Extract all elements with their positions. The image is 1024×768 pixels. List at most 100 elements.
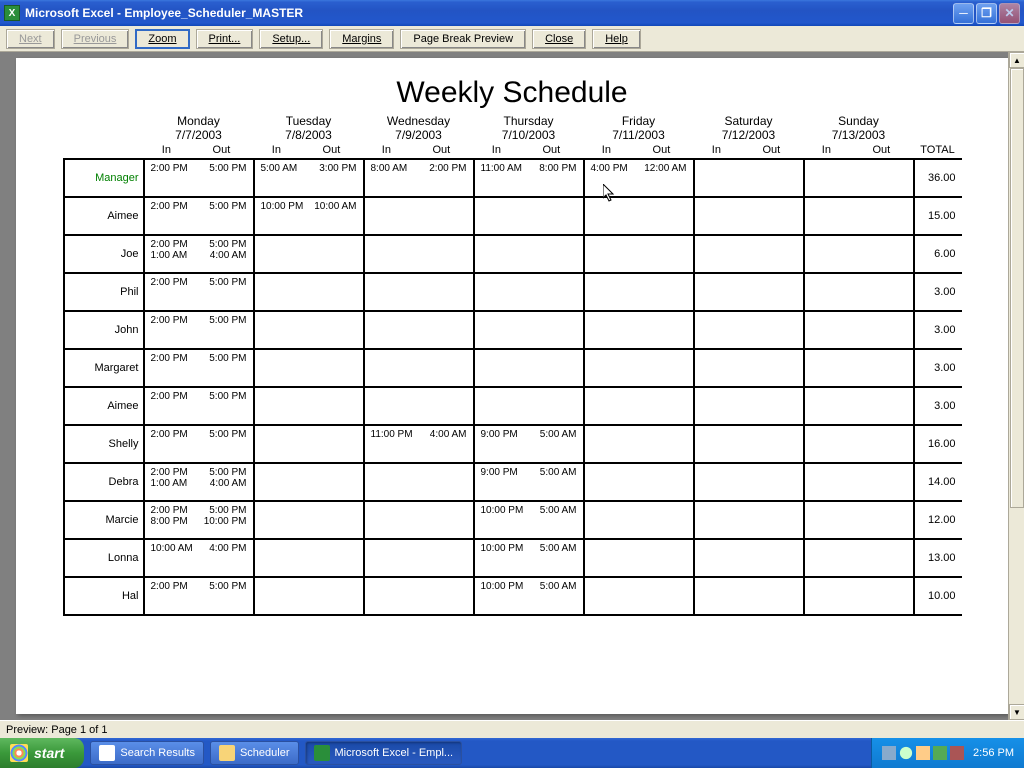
system-tray[interactable]: 2:56 PM: [871, 738, 1024, 768]
scroll-thumb-v[interactable]: [1010, 68, 1024, 508]
day-cell: [694, 577, 804, 615]
start-button[interactable]: start: [0, 738, 84, 768]
day-cell: [254, 387, 364, 425]
day-cell: [474, 235, 584, 273]
employee-name: John: [64, 311, 144, 349]
day-cell: [254, 311, 364, 349]
help-button[interactable]: Help: [592, 29, 641, 49]
day-cell: [254, 501, 364, 539]
tray-icon[interactable]: [916, 746, 930, 760]
out-label: Out: [519, 142, 583, 159]
shift-entry: 8:00 PM10:00 PM: [147, 516, 251, 527]
day-cell: [694, 159, 804, 197]
employee-row: Shelly2:00 PM5:00 PM11:00 PM4:00 AM9:00 …: [64, 425, 962, 463]
day-cell: 2:00 PM5:00 PM: [144, 387, 254, 425]
day-cell: [584, 235, 694, 273]
day-cell: [364, 501, 474, 539]
app-icon: [99, 745, 115, 761]
day-cell: 11:00 PM4:00 AM: [364, 425, 474, 463]
scroll-up-arrow[interactable]: ▲: [1009, 52, 1024, 68]
shift-entry: 2:00 PM5:00 PM: [147, 467, 251, 478]
total-cell: 13.00: [914, 539, 962, 577]
close-preview-button[interactable]: Close: [532, 29, 586, 49]
employee-name: Marcie: [64, 501, 144, 539]
in-label: In: [694, 142, 740, 159]
day-header: Thursday: [474, 112, 584, 128]
taskbar-item-label: Search Results: [120, 747, 195, 759]
vertical-scrollbar[interactable]: ▲ ▼: [1008, 52, 1024, 720]
scroll-down-arrow[interactable]: ▼: [1009, 704, 1024, 720]
page-preview[interactable]: Weekly Schedule MondayTuesdayWednesdayTh…: [16, 58, 1008, 714]
day-cell: 10:00 PM10:00 AM: [254, 197, 364, 235]
next-button[interactable]: Next: [6, 29, 55, 49]
print-button[interactable]: Print...: [196, 29, 254, 49]
tray-icon[interactable]: [933, 746, 947, 760]
margins-button[interactable]: Margins: [329, 29, 394, 49]
in-label: In: [474, 142, 520, 159]
day-header: Wednesday: [364, 112, 474, 128]
in-label: In: [804, 142, 850, 159]
taskbar-item-label: Microsoft Excel - Empl...: [335, 747, 454, 759]
day-cell: [364, 197, 474, 235]
day-cell: [254, 463, 364, 501]
setup-button[interactable]: Setup...: [259, 29, 323, 49]
day-cell: [804, 197, 914, 235]
employee-name: Phil: [64, 273, 144, 311]
shift-entry: 9:00 PM5:00 AM: [477, 429, 581, 440]
tray-icon[interactable]: [899, 746, 913, 760]
day-cell: [694, 235, 804, 273]
shift-entry: 10:00 PM5:00 AM: [477, 581, 581, 592]
tray-icon[interactable]: [950, 746, 964, 760]
shift-entry: 10:00 PM10:00 AM: [257, 201, 361, 212]
taskbar-item[interactable]: Microsoft Excel - Empl...: [305, 741, 463, 765]
taskbar-item[interactable]: Search Results: [90, 741, 204, 765]
day-cell: [694, 501, 804, 539]
in-label: In: [584, 142, 630, 159]
day-cell: [584, 273, 694, 311]
day-header: Monday: [144, 112, 254, 128]
out-label: Out: [189, 142, 253, 159]
day-cell: [364, 349, 474, 387]
day-cell: [364, 577, 474, 615]
zoom-button[interactable]: Zoom: [135, 29, 189, 49]
shift-entry: 2:00 PM5:00 PM: [147, 505, 251, 516]
day-cell: [804, 235, 914, 273]
close-button[interactable]: ✕: [999, 3, 1020, 24]
page-break-preview-button[interactable]: Page Break Preview: [400, 29, 526, 49]
total-header: TOTAL: [914, 142, 962, 159]
day-cell: 4:00 PM12:00 AM: [584, 159, 694, 197]
statusbar: Preview: Page 1 of 1: [0, 720, 1024, 738]
day-cell: [804, 387, 914, 425]
clock: 2:56 PM: [973, 747, 1014, 759]
day-cell: [804, 349, 914, 387]
day-cell: [694, 273, 804, 311]
total-cell: 3.00: [914, 349, 962, 387]
day-cell: [584, 349, 694, 387]
day-cell: [584, 387, 694, 425]
day-cell: 10:00 PM5:00 AM: [474, 501, 584, 539]
day-cell: 2:00 PM5:00 PM: [144, 425, 254, 463]
day-cell: 11:00 AM8:00 PM: [474, 159, 584, 197]
total-cell: 6.00: [914, 235, 962, 273]
day-cell: 10:00 AM4:00 PM: [144, 539, 254, 577]
employee-name: Aimee: [64, 197, 144, 235]
day-cell: [804, 425, 914, 463]
employee-row: Aimee2:00 PM5:00 PM10:00 PM10:00 AM15.00: [64, 197, 962, 235]
taskbar-item[interactable]: Scheduler: [210, 741, 299, 765]
day-cell: [694, 463, 804, 501]
shift-entry: 8:00 AM2:00 PM: [367, 163, 471, 174]
day-cell: 2:00 PM5:00 PM: [144, 311, 254, 349]
previous-button[interactable]: Previous: [61, 29, 130, 49]
app-icon: [314, 745, 330, 761]
maximize-button[interactable]: ❐: [976, 3, 997, 24]
total-cell: 36.00: [914, 159, 962, 197]
tray-icon[interactable]: [882, 746, 896, 760]
day-cell: [584, 577, 694, 615]
employee-row: John2:00 PM5:00 PM3.00: [64, 311, 962, 349]
titlebar: X Microsoft Excel - Employee_Scheduler_M…: [0, 0, 1024, 26]
minimize-button[interactable]: ─: [953, 3, 974, 24]
day-cell: [474, 387, 584, 425]
day-cell: [804, 463, 914, 501]
shift-entry: 10:00 PM5:00 AM: [477, 505, 581, 516]
out-label: Out: [739, 142, 803, 159]
